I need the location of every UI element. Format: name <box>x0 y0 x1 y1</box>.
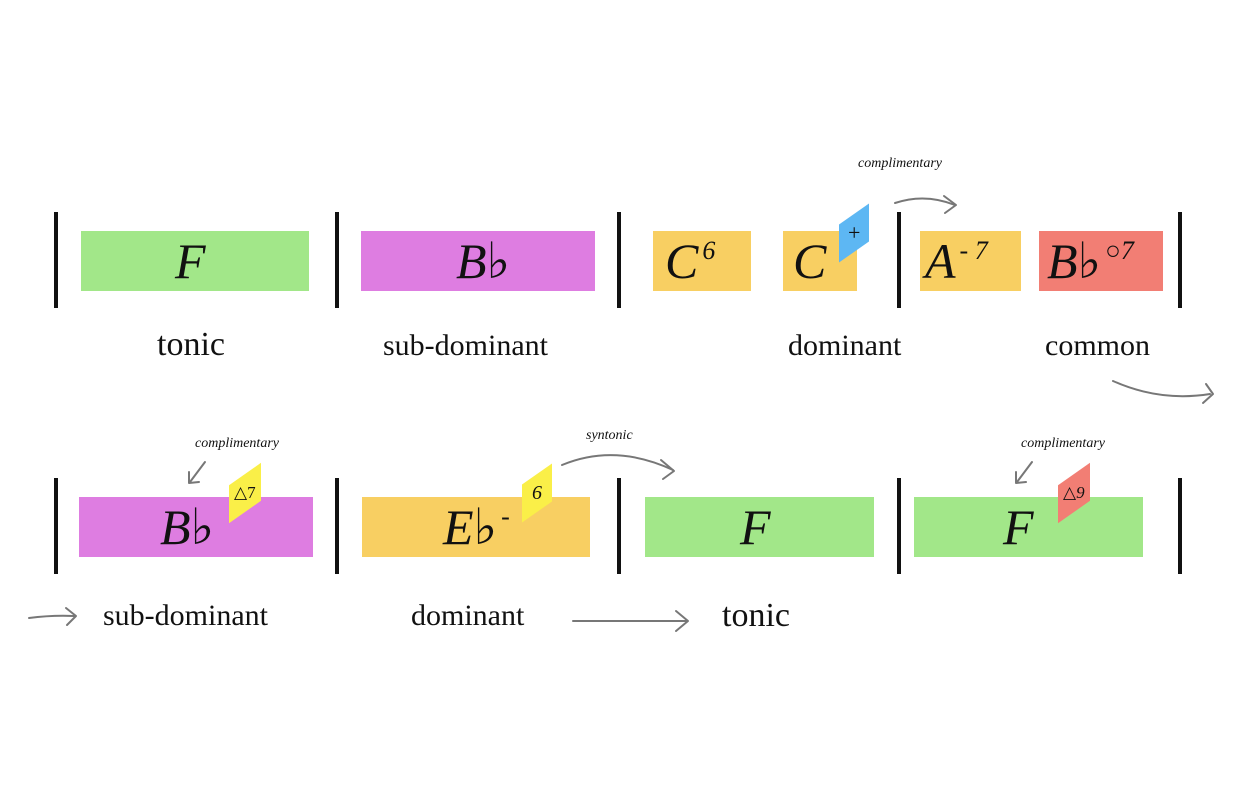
chord-root: A <box>925 233 956 289</box>
chord-root: C <box>665 233 699 289</box>
chord-box-subdominant <box>79 497 313 557</box>
barline <box>335 212 339 308</box>
chord-symbol: F <box>740 502 771 552</box>
complimentary-arrow-row2-right <box>1015 461 1033 484</box>
function-label-common: common <box>1045 329 1150 362</box>
function-label-tonic: tonic <box>722 597 790 634</box>
chord-root: B♭ <box>1047 233 1102 289</box>
chord-root: F <box>1003 499 1034 555</box>
chord-symbol: E♭ - <box>443 502 510 552</box>
function-label-dominant: dominant <box>411 599 525 632</box>
chord-symbol: F <box>1003 502 1034 552</box>
chord-box-diminished <box>1039 231 1163 291</box>
complimentary-arrow-row2 <box>188 461 206 484</box>
annotation-syntonic: syntonic <box>586 428 633 443</box>
annotation-complimentary: complimentary <box>858 156 942 171</box>
chord-box-tonic <box>645 497 874 557</box>
chord-root: C <box>793 233 827 289</box>
chord-root: F <box>740 499 771 555</box>
function-label-tonic: tonic <box>157 326 225 363</box>
chord-root: B♭ <box>160 499 215 555</box>
chord-extension: 6 <box>702 236 716 265</box>
barline <box>897 478 901 574</box>
complimentary-arrow-row1 <box>894 195 957 214</box>
common-continuation-arrow <box>1112 380 1214 404</box>
annotation-complimentary: complimentary <box>1021 436 1105 451</box>
barline <box>1178 478 1182 574</box>
function-label-subdominant: sub-dominant <box>103 599 268 632</box>
chord-box-dominant <box>653 231 751 291</box>
progression-arrow <box>572 610 689 632</box>
chord-extension: - <box>501 502 510 531</box>
chord-box-dominant <box>920 231 1021 291</box>
chord-extension: ○7 <box>1105 236 1134 265</box>
chord-symbol: B♭ <box>160 502 214 552</box>
chord-box-tonic <box>81 231 309 291</box>
chord-symbol: F <box>175 236 206 286</box>
barline <box>54 212 58 308</box>
syntonic-arrow <box>561 454 675 480</box>
barline <box>54 478 58 574</box>
chord-root: B♭ <box>456 233 511 289</box>
chord-box-dominant <box>362 497 590 557</box>
barline <box>617 212 621 308</box>
chord-symbol: B♭ <box>456 236 510 286</box>
function-label-subdominant: sub-dominant <box>383 329 548 362</box>
chord-symbol: C <box>793 236 826 286</box>
chord-box-subdominant <box>361 231 595 291</box>
continuation-arrow-left <box>28 607 77 626</box>
chord-root: E♭ <box>443 499 498 555</box>
barline <box>617 478 621 574</box>
annotation-complimentary: complimentary <box>195 436 279 451</box>
barline <box>335 478 339 574</box>
barline <box>897 212 901 308</box>
chord-root: F <box>175 233 206 289</box>
chord-symbol: B♭ ○7 <box>1047 236 1134 286</box>
function-label-dominant: dominant <box>788 329 902 362</box>
chord-box-tonic <box>914 497 1143 557</box>
barline <box>1178 212 1182 308</box>
chord-symbol: A- 7 <box>925 236 988 286</box>
chord-extension: - 7 <box>959 236 988 265</box>
